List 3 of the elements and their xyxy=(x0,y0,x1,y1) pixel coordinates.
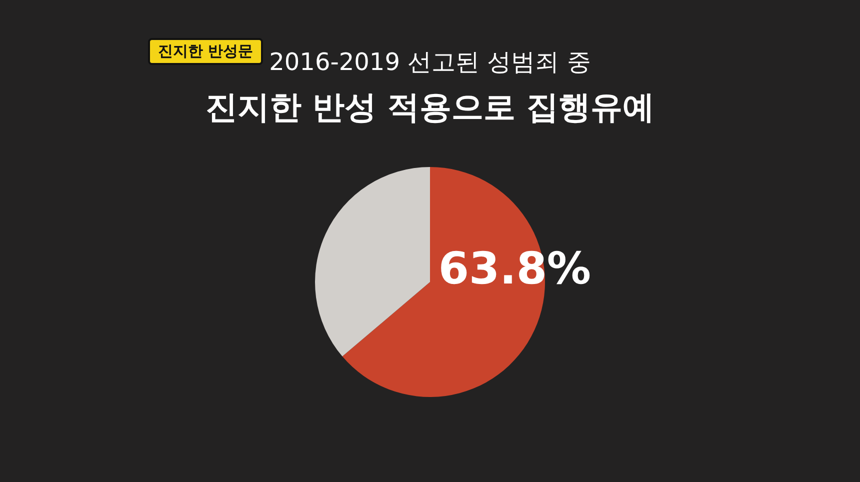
chart-title: 2016-2019 선고된 성범죄 중 xyxy=(269,48,591,76)
chart-subtitle: 진지한 반성 적용으로 집행유예 xyxy=(204,87,656,128)
text: 진지한 반성문 xyxy=(148,38,264,65)
